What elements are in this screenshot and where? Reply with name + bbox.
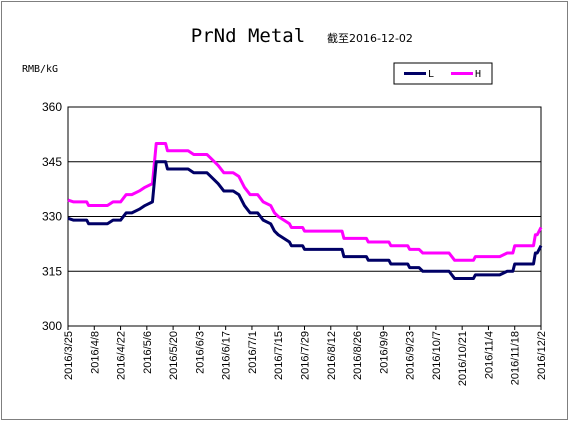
x-tick-label: 2016/4/8 (89, 331, 101, 374)
series-line-h (67, 142, 543, 262)
x-tick-label: 2016/11/4 (483, 331, 495, 379)
x-tick-label: 2016/3/25 (63, 331, 75, 380)
legend-label-l: L (428, 69, 434, 80)
legend-label-h: H (475, 69, 481, 80)
x-tick-label: 2016/7/1 (247, 331, 259, 374)
x-tick-label: 2016/9/9 (378, 331, 390, 374)
legend-box (393, 62, 493, 85)
x-tick-label: 2016/12/2 (536, 331, 548, 380)
x-tick-label: 2016/8/12 (326, 331, 338, 380)
x-tick-label: 2016/6/17 (221, 331, 233, 380)
x-tick-label: 2016/6/3 (194, 331, 206, 374)
x-tick-label: 2016/7/29 (300, 331, 312, 380)
y-tick-label: 315 (42, 264, 62, 278)
plot-area: 300 315 330 345 360 2016/3/25 2016/4/8 2016/4/2… (42, 100, 548, 386)
x-tick-label: 2016/4/22 (116, 331, 128, 380)
x-tick-label: 2016/9/23 (405, 331, 417, 380)
x-tick-label: 2016/11/18 (510, 331, 522, 385)
x-tick-label: 2016/5/6 (142, 331, 154, 374)
x-tick-label: 2016/8/26 (352, 331, 364, 380)
legend: L H (393, 62, 493, 85)
chart-title: PrNd Metal (191, 25, 305, 47)
x-tick-label: 2016/10/7 (431, 331, 443, 380)
y-tick-label: 330 (42, 210, 62, 224)
series-line-l (67, 160, 543, 281)
y-axis-label: RMB/kG (22, 64, 58, 75)
y-tick-label: 360 (42, 100, 62, 114)
x-tick-label: 2016/5/20 (168, 331, 180, 380)
y-tick-label: 300 (42, 319, 62, 333)
chart-subtitle: 截至2016-12-02 (327, 31, 413, 45)
x-tick-label: 2016/10/21 (457, 331, 469, 386)
y-tick-label: 345 (42, 155, 62, 169)
x-tick-label: 2016/7/15 (273, 331, 285, 380)
